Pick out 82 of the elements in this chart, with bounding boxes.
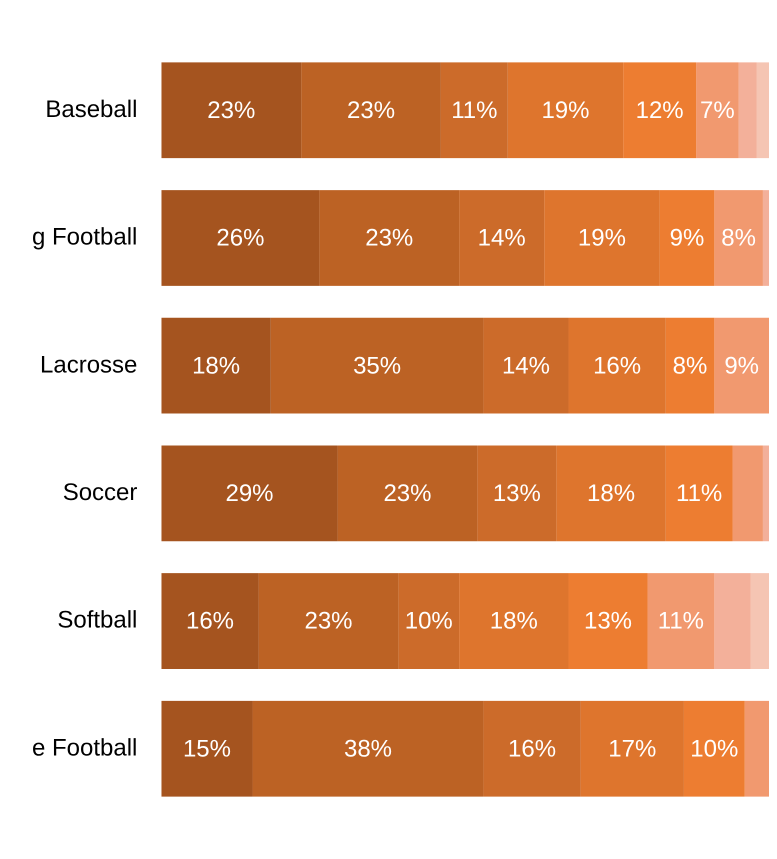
- data-label: 11%: [451, 96, 498, 124]
- data-label: 38%: [344, 735, 392, 762]
- bar: [258, 573, 398, 669]
- bar: [660, 190, 714, 286]
- bar: [459, 190, 544, 286]
- bar: [459, 573, 568, 669]
- bar: [738, 62, 757, 158]
- y-tick-label: Lacrosse: [40, 351, 138, 378]
- bar: [161, 318, 271, 414]
- bar: [252, 700, 484, 797]
- data-label: 12%: [636, 96, 684, 124]
- bar: [161, 190, 320, 286]
- bar: [398, 573, 460, 669]
- data-label: 18%: [490, 608, 538, 635]
- data-label: 26%: [216, 224, 264, 252]
- bar: [666, 445, 733, 542]
- data-label: 23%: [207, 96, 256, 124]
- y-tick-label: g Football: [32, 224, 138, 251]
- data-label: 9%: [670, 224, 704, 252]
- data-label: 23%: [347, 96, 396, 124]
- bar: [440, 62, 508, 158]
- bar: [762, 445, 769, 542]
- bar: [744, 700, 769, 797]
- data-label: 15%: [182, 735, 231, 762]
- bar: [161, 700, 253, 797]
- y-tick-label: Softball: [57, 606, 138, 634]
- data-label: 19%: [578, 224, 626, 252]
- bar: [580, 700, 684, 797]
- bar: [161, 573, 259, 669]
- data-label: 8%: [721, 224, 756, 252]
- data-label: 10%: [404, 608, 453, 635]
- data-label: 10%: [690, 735, 738, 762]
- bar: [647, 573, 714, 669]
- bar: [161, 62, 302, 158]
- bar: [714, 190, 763, 286]
- data-label: 13%: [492, 480, 541, 507]
- data-label: 18%: [192, 352, 240, 380]
- bar: [338, 445, 478, 542]
- bar: [483, 700, 581, 797]
- bar: [508, 62, 624, 158]
- bar: [161, 445, 338, 542]
- data-label: 23%: [383, 480, 432, 507]
- data-label: 29%: [225, 480, 274, 507]
- bar: [684, 700, 745, 797]
- data-label: 9%: [724, 352, 759, 380]
- bar: [301, 62, 441, 158]
- bar: [714, 318, 769, 414]
- data-label: 18%: [587, 480, 636, 507]
- bar: [319, 190, 460, 286]
- data-label: 16%: [593, 352, 642, 380]
- bar: [568, 573, 648, 669]
- data-label: 23%: [304, 608, 353, 635]
- y-tick-label: Baseball: [45, 96, 138, 123]
- bar: [623, 62, 696, 158]
- data-label: 11%: [676, 480, 722, 507]
- data-label: 23%: [365, 224, 414, 252]
- y-tick-label: e Football: [32, 734, 138, 762]
- bar: [556, 445, 666, 542]
- data-label: 8%: [672, 352, 708, 380]
- data-label: 17%: [608, 735, 656, 762]
- bar: [714, 573, 751, 669]
- data-label: 7%: [700, 96, 735, 124]
- bar: [756, 62, 769, 158]
- data-label: 13%: [584, 608, 632, 635]
- bar: [762, 190, 769, 286]
- data-label: 14%: [478, 224, 526, 252]
- bar: [666, 318, 714, 414]
- data-label: 11%: [658, 608, 704, 635]
- y-tick-label: Soccer: [62, 478, 138, 506]
- bar: [483, 318, 568, 414]
- data-label: 14%: [502, 352, 550, 380]
- bar: [477, 445, 556, 542]
- bar: [270, 318, 484, 414]
- bar: [544, 190, 660, 286]
- data-label: 16%: [186, 608, 234, 635]
- data-label: 16%: [508, 735, 556, 762]
- bar: [750, 573, 769, 669]
- bar: [732, 445, 763, 542]
- data-label: 19%: [541, 96, 590, 124]
- bar: [568, 318, 666, 414]
- bar: [696, 62, 739, 158]
- data-label: 35%: [353, 352, 402, 380]
